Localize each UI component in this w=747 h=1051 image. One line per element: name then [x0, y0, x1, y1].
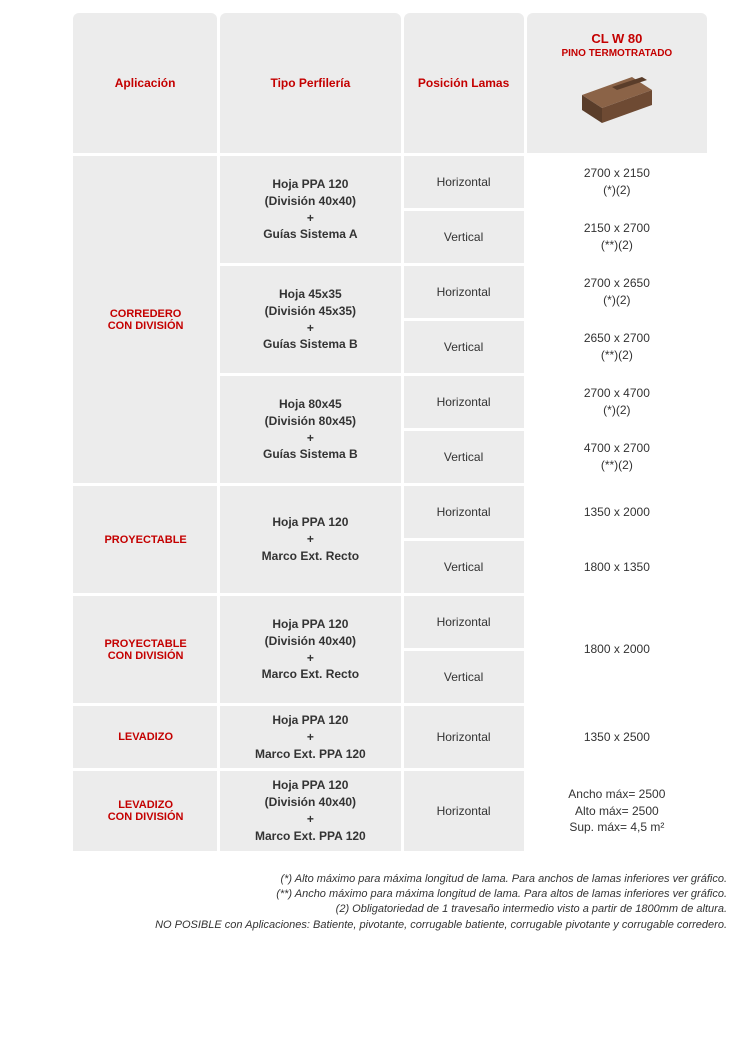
- application-cell: LEVADIZO: [73, 706, 217, 768]
- position-cell: Horizontal: [404, 156, 524, 208]
- profile-cell: Hoja PPA 120(División 40x40)+Guías Siste…: [220, 156, 400, 263]
- value-cell: 2700 x 4700(*)(2): [527, 376, 707, 428]
- value-cell: 1800 x 2000: [527, 596, 707, 703]
- table-row: LEVADIZOCON DIVISIÓNHoja PPA 120(Divisió…: [73, 771, 707, 850]
- value-cell: 2700 x 2650(*)(2): [527, 266, 707, 318]
- profile-cell: Hoja PPA 120(División 40x40)+Marco Ext. …: [220, 596, 400, 703]
- table-row: PROYECTABLEHoja PPA 120+Marco Ext. Recto…: [73, 486, 707, 538]
- table-row: LEVADIZOHoja PPA 120+Marco Ext. PPA 120H…: [73, 706, 707, 768]
- value-cell: 1350 x 2500: [527, 706, 707, 768]
- value-cell: 2650 x 2700(**)(2): [527, 321, 707, 373]
- col-header-product: CL W 80 PINO TERMOTRATADO: [527, 13, 707, 153]
- position-cell: Vertical: [404, 651, 524, 703]
- footnote-line: NO POSIBLE con Aplicaciones: Batiente, p…: [10, 918, 727, 933]
- value-cell: 2700 x 2150(*)(2): [527, 156, 707, 208]
- position-cell: Horizontal: [404, 486, 524, 538]
- col-header-app: Aplicación: [73, 13, 217, 153]
- value-cell: Ancho máx= 2500Alto máx= 2500Sup. máx= 4…: [527, 771, 707, 850]
- position-cell: Vertical: [404, 431, 524, 483]
- position-cell: Horizontal: [404, 266, 524, 318]
- footnote-line: (2) Obligatoriedad de 1 travesaño interm…: [10, 902, 727, 917]
- profile-cell: Hoja PPA 120+Marco Ext. PPA 120: [220, 706, 400, 768]
- application-cell: PROYECTABLE: [73, 486, 217, 593]
- product-subtitle: PINO TERMOTRATADO: [535, 48, 699, 59]
- value-cell: 1800 x 1350: [527, 541, 707, 593]
- position-cell: Vertical: [404, 211, 524, 263]
- footnotes: (*) Alto máximo para máxima longitud de …: [10, 872, 727, 934]
- wood-board-icon: [572, 65, 662, 135]
- profile-cell: Hoja 80x45(División 80x45)+Guías Sistema…: [220, 376, 400, 483]
- profile-cell: Hoja 45x35(División 45x35)+Guías Sistema…: [220, 266, 400, 373]
- position-cell: Vertical: [404, 541, 524, 593]
- position-cell: Horizontal: [404, 771, 524, 850]
- header-row: Aplicación Tipo Perfilería Posición Lama…: [73, 13, 707, 153]
- profile-cell: Hoja PPA 120(División 40x40)+Marco Ext. …: [220, 771, 400, 850]
- position-cell: Vertical: [404, 321, 524, 373]
- table-row: CORREDEROCON DIVISIÓNHoja PPA 120(Divisi…: [73, 156, 707, 208]
- value-cell: 1350 x 2000: [527, 486, 707, 538]
- product-code: CL W 80: [591, 31, 642, 46]
- application-cell: PROYECTABLECON DIVISIÓN: [73, 596, 217, 703]
- position-cell: Horizontal: [404, 376, 524, 428]
- application-cell: LEVADIZOCON DIVISIÓN: [73, 771, 217, 850]
- application-cell: CORREDEROCON DIVISIÓN: [73, 156, 217, 483]
- col-header-position: Posición Lamas: [404, 13, 524, 153]
- value-cell: 4700 x 2700(**)(2): [527, 431, 707, 483]
- spec-table: Aplicación Tipo Perfilería Posición Lama…: [70, 10, 710, 854]
- footnote-line: (**) Ancho máximo para máxima longitud d…: [10, 887, 727, 902]
- position-cell: Horizontal: [404, 596, 524, 648]
- col-header-profile: Tipo Perfilería: [220, 13, 400, 153]
- footnote-line: (*) Alto máximo para máxima longitud de …: [10, 872, 727, 887]
- position-cell: Horizontal: [404, 706, 524, 768]
- profile-cell: Hoja PPA 120+Marco Ext. Recto: [220, 486, 400, 593]
- value-cell: 2150 x 2700(**)(2): [527, 211, 707, 263]
- table-row: PROYECTABLECON DIVISIÓNHoja PPA 120(Divi…: [73, 596, 707, 648]
